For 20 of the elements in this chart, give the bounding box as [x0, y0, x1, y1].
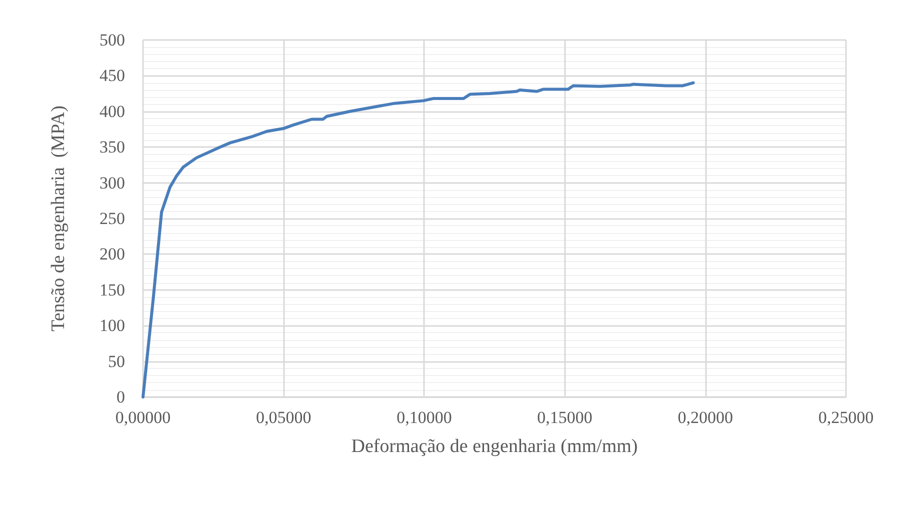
x-tick-label: 0,20000: [678, 408, 734, 427]
y-tick-label: 150: [100, 280, 125, 300]
y-tick-label: 400: [100, 102, 125, 121]
x-axis-title: Deformação de engenharia (mm/mm): [351, 436, 638, 457]
x-tick-label: 0,25000: [818, 408, 874, 427]
y-axis-title: Tensão de engenharia (MPA): [48, 106, 69, 332]
line-series: [142, 81, 695, 398]
x-tick-label: 0,00000: [115, 408, 171, 427]
x-tick-label: 0,10000: [396, 408, 452, 427]
y-tick-label: 500: [100, 30, 125, 50]
y-tick-label: 0: [116, 388, 125, 406]
y-tick-label: 350: [100, 138, 125, 157]
y-tick-label: 100: [100, 316, 125, 336]
y-tick-label: 50: [108, 352, 125, 371]
y-tick-label: 450: [100, 66, 125, 86]
x-tick-label: 0,15000: [537, 408, 592, 427]
y-tick-label: 200: [100, 244, 125, 264]
y-tick-label: 300: [100, 173, 125, 192]
x-tick-label: 0,05000: [256, 408, 312, 427]
y-tick-label: 250: [100, 209, 125, 228]
